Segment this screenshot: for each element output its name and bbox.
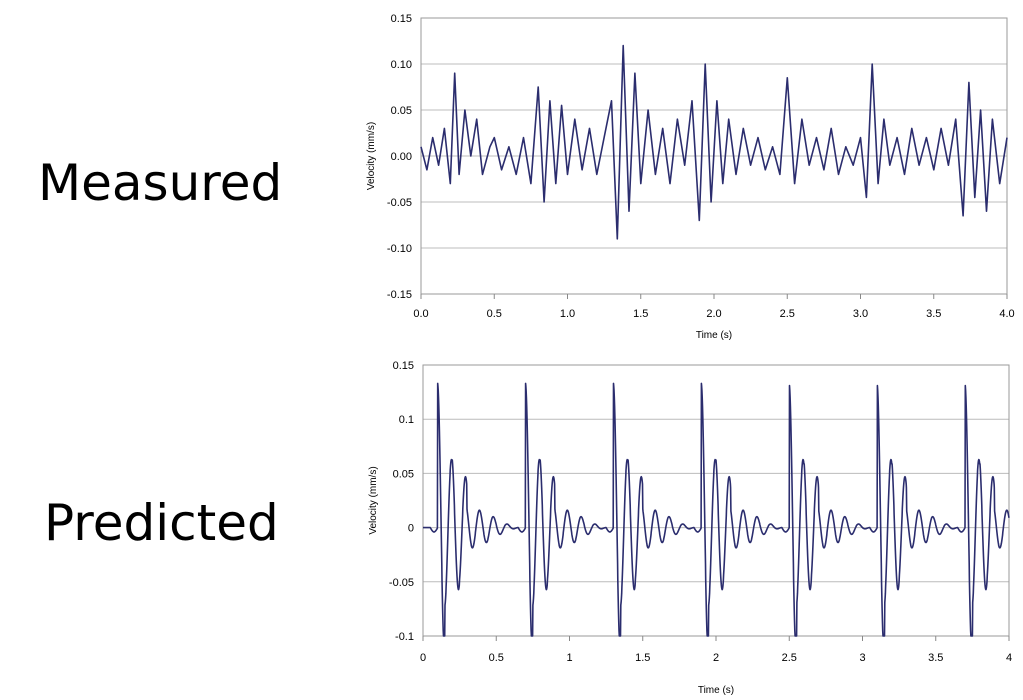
chart-predicted: 0.15 0.1 0.05 0 -0.05 -0.1 0 0.5 1 1.5 2 2.5 3 3.5 4 Ti… — [368, 360, 1012, 696]
y-tick-label: 0.00 — [391, 151, 412, 163]
plot-area — [422, 364, 1010, 637]
y-tick-label: -0.05 — [387, 197, 412, 209]
y-tick-label: 0.05 — [393, 468, 414, 480]
x-tick-label: 3.0 — [853, 308, 868, 320]
x-tick-label: 2.5 — [780, 308, 795, 320]
x-tick-label: 0.0 — [413, 308, 428, 320]
predicted-label: Predicted — [44, 494, 279, 552]
x-tick-label: 0 — [420, 652, 426, 664]
x-tick-label: 2.0 — [706, 308, 721, 320]
x-tick-label: 3.5 — [928, 652, 943, 664]
measured-label: Measured — [38, 154, 283, 212]
y-tick-label: -0.1 — [395, 631, 414, 643]
y-tick-label: 0.1 — [399, 414, 414, 426]
x-tick-label: 3 — [859, 652, 865, 664]
y-axis-title: Velocity (mm/s) — [368, 466, 379, 534]
y-tick-label: -0.15 — [387, 289, 412, 301]
y-tick-label: 0.10 — [391, 59, 412, 71]
x-tick-label: 0.5 — [487, 308, 502, 320]
x-tick-label: 2 — [713, 652, 719, 664]
x-tick-label: 1.0 — [560, 308, 575, 320]
y-tick-label: 0.15 — [393, 360, 414, 372]
x-tick-label: 0.5 — [489, 652, 504, 664]
y-tick-label: -0.10 — [387, 243, 412, 255]
x-tick-label: 1 — [566, 652, 572, 664]
x-tick-label: 4.0 — [999, 308, 1014, 320]
y-tick-label: 0.05 — [391, 105, 412, 117]
series-line-predicted — [422, 382, 1010, 637]
x-axis-title: Time (s) — [696, 330, 732, 341]
y-tick-label: 0.15 — [391, 13, 412, 25]
y-axis-title: Velocity (mm/s) — [366, 122, 377, 190]
x-tick-label: 2.5 — [782, 652, 797, 664]
x-axis-title: Time (s) — [698, 685, 734, 696]
x-tick-label: 3.5 — [926, 308, 941, 320]
x-tick-label: 4 — [1006, 652, 1012, 664]
series-line-measured — [420, 44, 1008, 240]
x-tick-label: 1.5 — [635, 652, 650, 664]
x-tick-label: 1.5 — [633, 308, 648, 320]
y-tick-label: 0 — [408, 523, 414, 535]
chart-measured: 0.15 0.10 0.05 0.00 -0.05 -0.10 -0.150.0 0.5 1.0… — [366, 13, 1015, 341]
y-tick-label: -0.05 — [389, 577, 414, 589]
